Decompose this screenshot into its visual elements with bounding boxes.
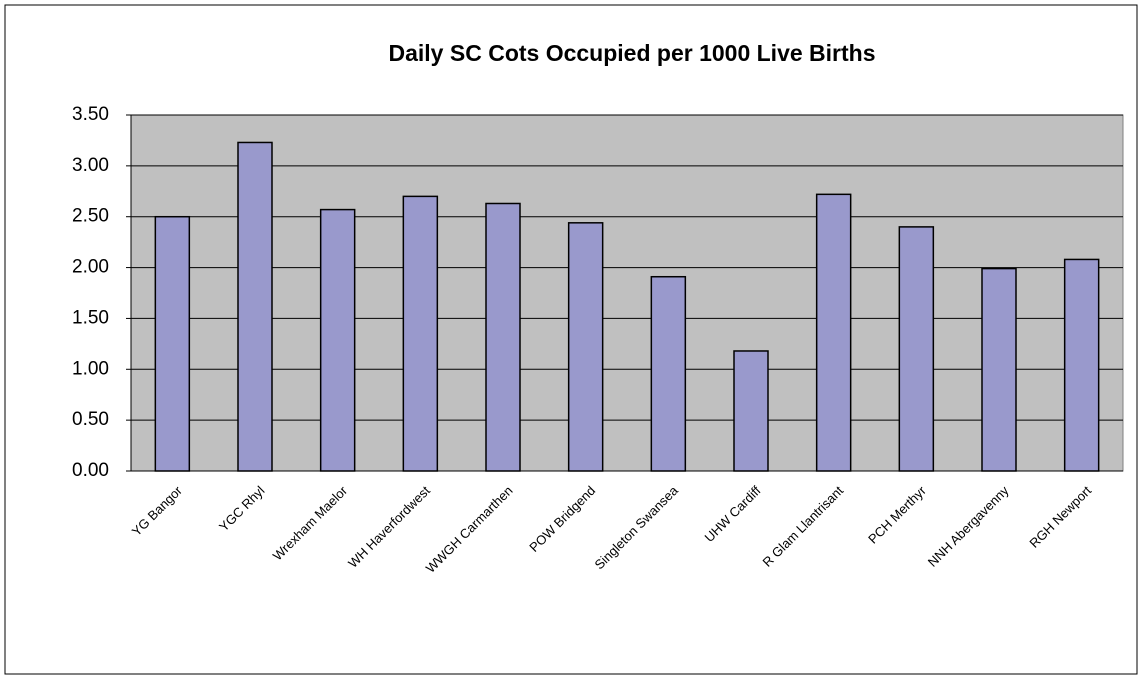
bar (650, 275, 687, 472)
y-tick-label: 3.00 (72, 155, 109, 176)
bar (733, 350, 769, 472)
y-tick-label: 1.50 (72, 307, 109, 328)
y-tick-label: 2.00 (72, 257, 109, 278)
bar (815, 193, 852, 472)
y-tick-label: 0.00 (72, 460, 109, 481)
y-tick-label: 1.00 (72, 358, 109, 379)
y-tick-label: 3.50 (72, 104, 109, 125)
bar (319, 208, 356, 472)
bar (485, 202, 521, 472)
bar (402, 195, 439, 472)
bar (154, 215, 191, 472)
y-tick-label: 0.50 (72, 409, 109, 430)
bar (567, 222, 604, 472)
chart-title: Daily SC Cots Occupied per 1000 Live Bir… (389, 40, 876, 66)
plot-area (130, 114, 1124, 472)
bar (1063, 258, 1100, 472)
bar (898, 226, 935, 472)
bar (981, 267, 1017, 472)
y-tick-label: 2.50 (72, 206, 109, 227)
bar (237, 141, 273, 472)
